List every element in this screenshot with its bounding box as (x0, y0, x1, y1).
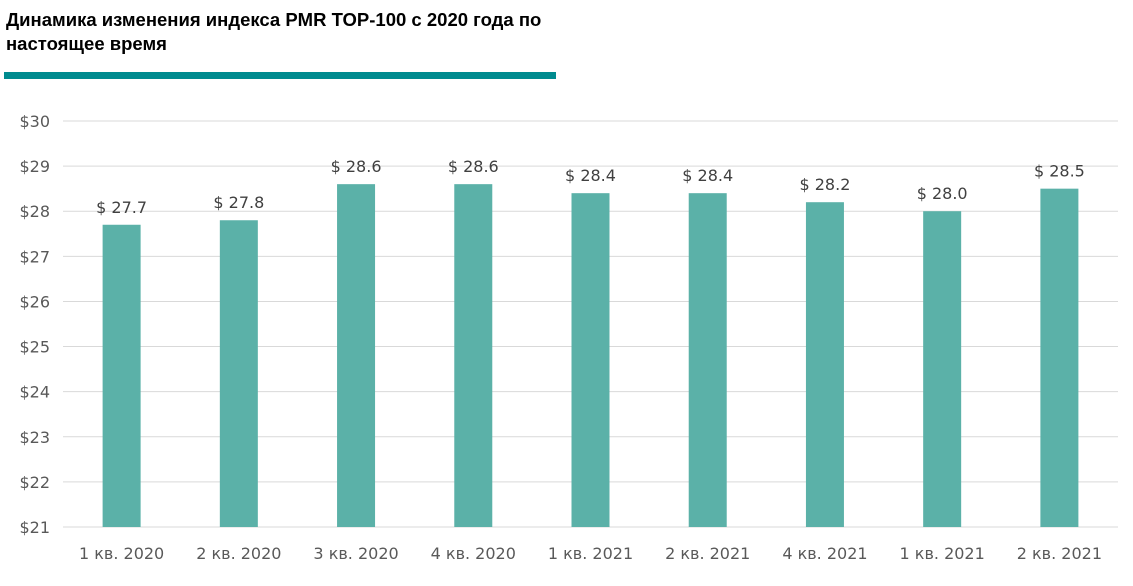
data-label: $ 27.8 (213, 193, 264, 212)
x-tick-label: 2 кв. 2021 (665, 544, 750, 563)
data-label: $ 28.4 (565, 166, 616, 185)
y-tick-label: $30 (19, 112, 50, 131)
x-tick-label: 1 кв. 2020 (79, 544, 164, 563)
data-label: $ 28.4 (682, 166, 733, 185)
data-label: $ 27.7 (96, 198, 147, 217)
bar (805, 202, 844, 527)
chart-title: Динамика изменения индекса PMR TOP-100 с… (6, 9, 542, 54)
y-tick-label: $28 (19, 202, 50, 221)
bar (219, 220, 258, 527)
title-underline (4, 72, 556, 79)
bar (454, 184, 493, 527)
bar (102, 224, 141, 527)
data-label: $ 28.5 (1034, 162, 1085, 181)
y-tick-label: $21 (19, 518, 50, 537)
x-tick-label: 1 кв. 2021 (548, 544, 633, 563)
x-tick-label: 4 кв. 2020 (431, 544, 516, 563)
bar (923, 211, 962, 527)
x-tick-label: 4 кв. 2021 (782, 544, 867, 563)
y-tick-label: $27 (19, 247, 50, 266)
y-tick-label: $25 (19, 338, 50, 357)
x-tick-label: 2 кв. 2021 (1017, 544, 1102, 563)
y-tick-label: $24 (19, 383, 50, 402)
data-label: $ 28.6 (331, 157, 382, 176)
data-label: $ 28.0 (917, 184, 968, 203)
data-label: $ 28.6 (448, 157, 499, 176)
x-tick-label: 1 кв. 2021 (900, 544, 985, 563)
x-tick-label: 3 кв. 2020 (313, 544, 398, 563)
y-tick-label: $26 (19, 292, 50, 311)
data-label: $ 28.2 (799, 175, 850, 194)
y-tick-label: $22 (19, 473, 50, 492)
y-tick-label: $29 (19, 157, 50, 176)
bar (688, 193, 727, 527)
x-tick-label: 2 кв. 2020 (196, 544, 281, 563)
bar (571, 193, 610, 527)
bar (1040, 188, 1079, 527)
bar (337, 184, 376, 527)
y-tick-label: $23 (19, 428, 50, 447)
